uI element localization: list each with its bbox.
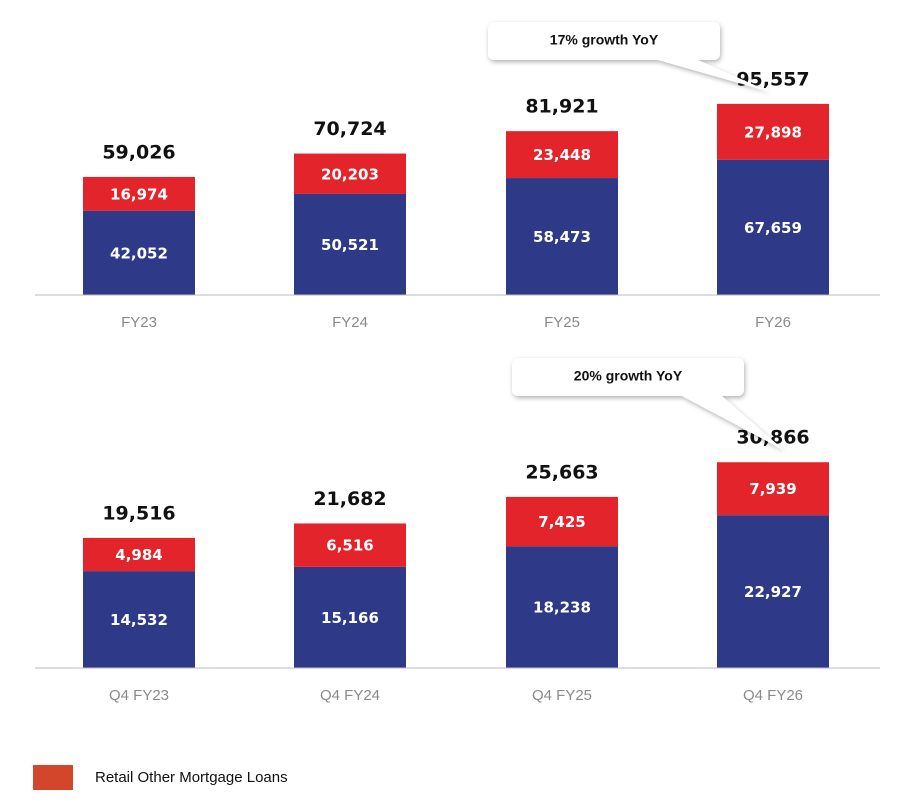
bar-segment xyxy=(294,193,406,295)
segment-label: 7,939 xyxy=(749,480,796,498)
category-label: Q4 FY24 xyxy=(320,687,380,704)
bar-segment xyxy=(717,159,829,295)
category-label: FY25 xyxy=(544,314,580,331)
category-label: FY23 xyxy=(121,314,157,331)
bar-segment xyxy=(83,571,195,668)
total-label: 59,026 xyxy=(102,141,175,163)
bar-segment xyxy=(506,178,618,295)
callout xyxy=(512,358,784,451)
bar-segment xyxy=(506,496,618,547)
category-label: Q4 FY26 xyxy=(743,687,803,704)
callout-box xyxy=(512,358,784,451)
total-label: 81,921 xyxy=(525,96,598,118)
segment-label: 6,516 xyxy=(326,537,373,555)
total-label: 21,682 xyxy=(313,488,386,510)
segment-label: 18,238 xyxy=(533,599,591,617)
segment-label: 14,532 xyxy=(110,611,168,629)
segment-label: 22,927 xyxy=(744,583,802,601)
callout-box xyxy=(488,22,770,92)
segment-label: 15,166 xyxy=(321,609,379,627)
legend-label: Retail Other Mortgage Loans xyxy=(95,769,288,786)
segment-label: 16,974 xyxy=(110,185,168,203)
legend-swatch xyxy=(33,765,73,790)
bar-segment xyxy=(506,131,618,179)
segment-label: 4,984 xyxy=(115,546,162,564)
category-label: Q4 FY25 xyxy=(532,687,592,704)
segment-label: 20,203 xyxy=(321,165,379,183)
bar-segment xyxy=(294,153,406,194)
segment-label: 23,448 xyxy=(533,146,591,164)
bar-segment xyxy=(506,546,618,668)
category-label: FY26 xyxy=(755,314,791,331)
segment-label: 27,898 xyxy=(744,123,802,141)
bar-segment xyxy=(717,103,829,160)
total-label: 25,663 xyxy=(525,461,598,483)
callout xyxy=(488,22,770,92)
segment-label: 67,659 xyxy=(744,219,802,237)
segment-label: 58,473 xyxy=(533,228,591,246)
bar-segment xyxy=(717,515,829,668)
bar-segment xyxy=(83,210,195,295)
total-label: 19,516 xyxy=(102,502,175,524)
segment-label: 7,425 xyxy=(538,513,585,531)
callout-text: 17% growth YoY xyxy=(550,32,659,48)
bar-segment xyxy=(83,176,195,211)
category-label: FY24 xyxy=(332,314,368,331)
category-label: Q4 FY23 xyxy=(109,687,169,704)
total-label: 95,557 xyxy=(736,68,809,90)
bar-segment xyxy=(83,537,195,572)
bar-segment xyxy=(294,523,406,567)
callout-text: 20% growth YoY xyxy=(574,368,683,384)
bar-segment xyxy=(294,566,406,668)
bar-segment xyxy=(717,462,829,516)
segment-label: 42,052 xyxy=(110,244,168,262)
total-label: 70,724 xyxy=(313,118,386,140)
segment-label: 50,521 xyxy=(321,236,379,254)
